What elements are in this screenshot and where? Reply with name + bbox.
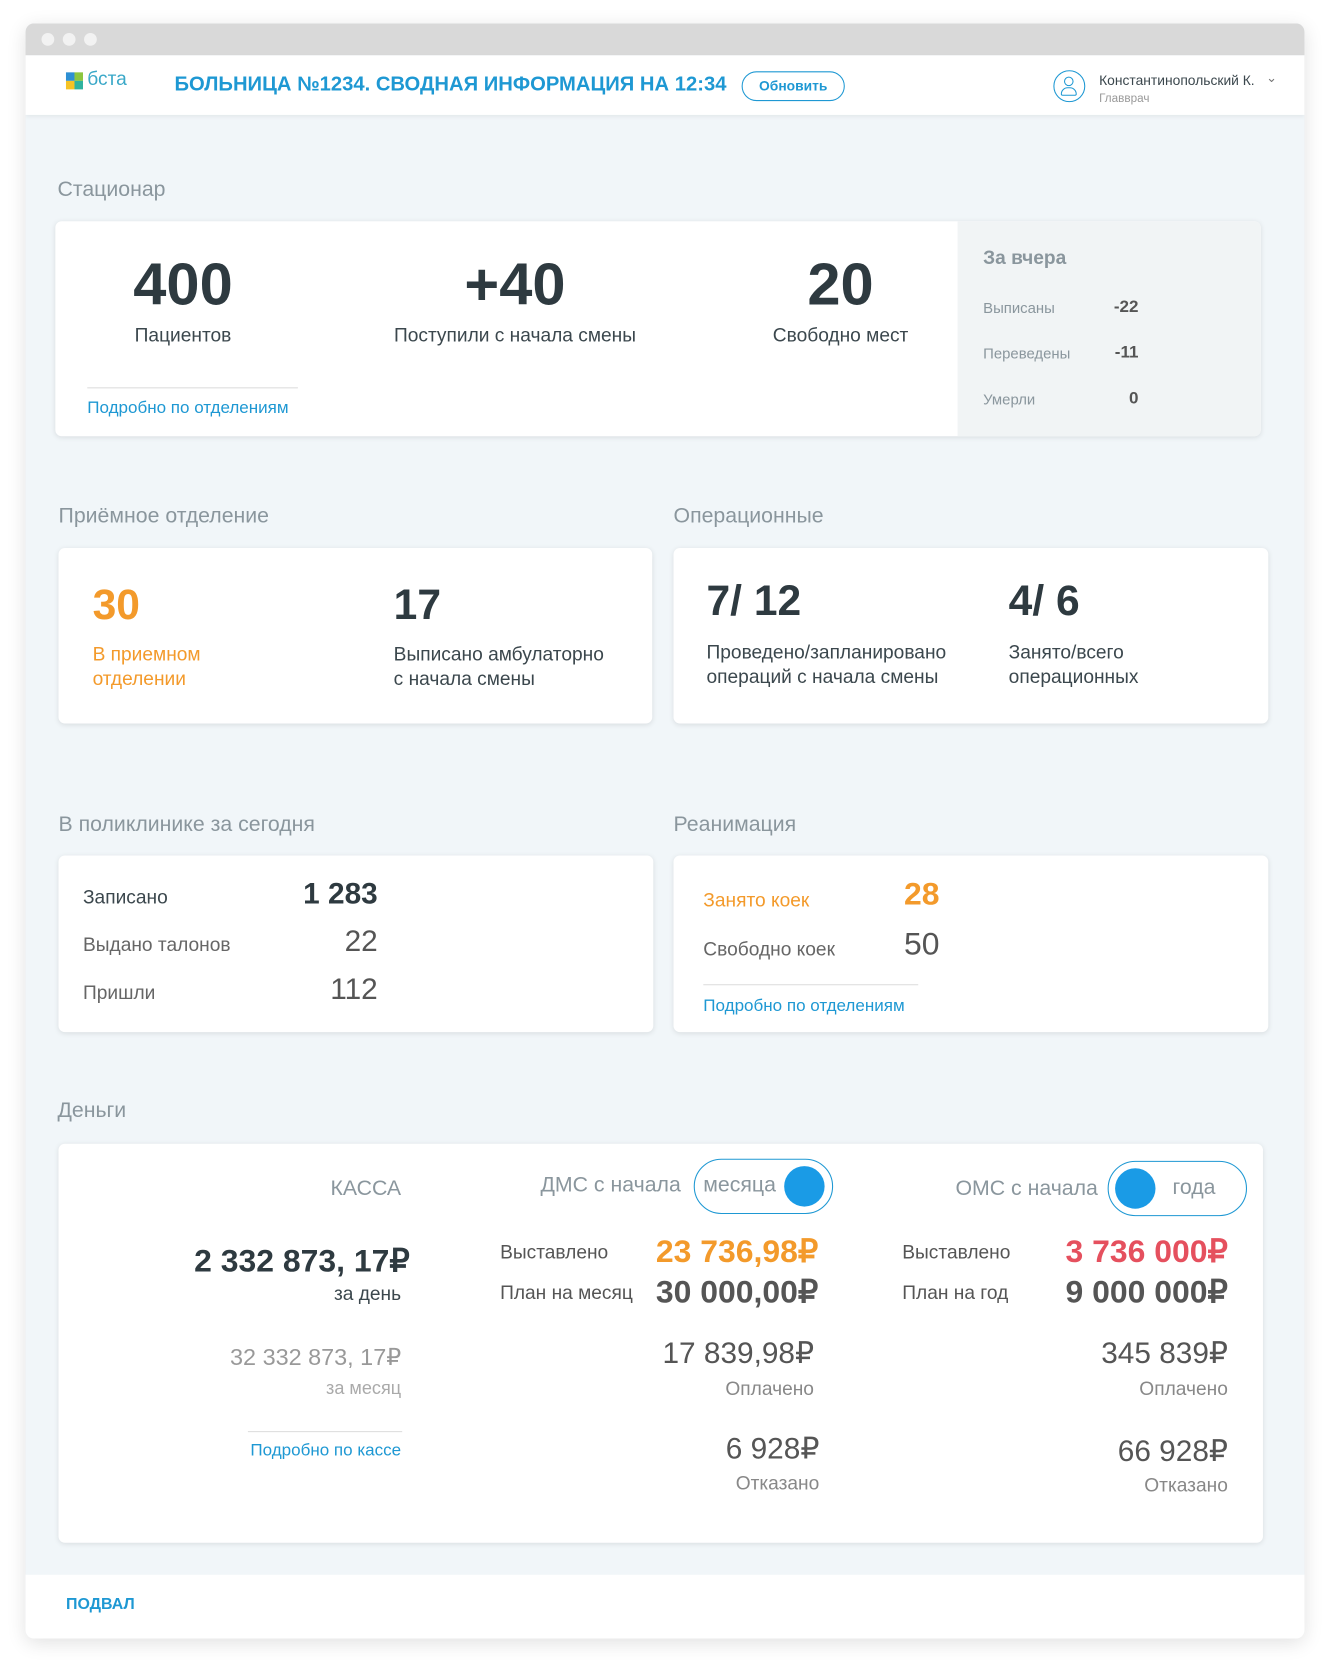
operating-card: 7/ 12 Проведено/запланировано операций с…: [673, 547, 1269, 724]
clinic-label: Выдано талонов: [82, 934, 231, 956]
window-dot[interactable]: [41, 32, 55, 46]
reception-card: 30 В приемном отделении 17 Выписано амбу…: [58, 547, 653, 724]
dms-billed-label: Выставлено: [500, 1241, 609, 1263]
kassa-title: КАССА: [330, 1176, 402, 1201]
clinic-label: Пришли: [82, 982, 156, 1004]
rooms-count: 4/ 6: [1008, 577, 1080, 625]
oms-billed-value: 3 736 000₽: [1065, 1234, 1228, 1270]
user-name[interactable]: Константинопольский К.: [1099, 72, 1255, 89]
divider: [87, 387, 298, 389]
window-titlebar: [25, 23, 1305, 56]
window-dot[interactable]: [62, 32, 76, 46]
kassa-month-label: за месяц: [326, 1377, 402, 1399]
toggle-label: месяца: [703, 1173, 776, 1197]
kassa-details-link[interactable]: Подробно по кассе: [250, 1441, 402, 1460]
refresh-button[interactable]: Обновить: [741, 71, 845, 102]
arrived-count: +40: [464, 250, 566, 318]
chevron-down-icon[interactable]: ⌄: [1266, 70, 1277, 86]
free-count: 20: [807, 250, 874, 318]
page-title: БОЛЬНИЦА №1234. СВОДНАЯ ИНФОРМАЦИЯ НА 12…: [174, 73, 727, 96]
toggle-knob[interactable]: [784, 1166, 825, 1207]
icu-card: Занято коек 28 Свободно коек 50 Подробно…: [673, 855, 1269, 1033]
section-title: В поликлинике за сегодня: [58, 812, 315, 837]
dms-plan-label: План на месяц: [500, 1282, 633, 1304]
user-avatar-icon[interactable]: [1053, 70, 1086, 103]
dms-refused-label: Отказано: [735, 1472, 820, 1494]
divider: [703, 984, 919, 986]
dms-refused-value: 6 928₽: [725, 1432, 820, 1466]
kassa-day-label: за день: [333, 1283, 402, 1305]
oms-plan-value: 9 000 000₽: [1065, 1274, 1228, 1310]
in-dept-label: В приемном: [92, 643, 201, 665]
details-link[interactable]: Подробно по отделениям: [87, 399, 289, 418]
yesterday-value: -22: [1113, 297, 1139, 317]
kassa-month-value: 32 332 873, 17₽: [230, 1343, 402, 1371]
yesterday-value: 0: [1129, 389, 1139, 408]
clinic-value: 112: [330, 972, 378, 1006]
logo: бста: [60, 68, 149, 100]
dms-paid-value: 17 839,98₽: [662, 1336, 814, 1370]
discharged-count: 17: [393, 582, 442, 629]
oms-period-toggle[interactable]: года: [1107, 1160, 1248, 1217]
free-label: Свободно мест: [772, 324, 909, 346]
money-card: КАССА 2 332 873, 17₽ за день 32 332 873,…: [58, 1143, 1263, 1543]
discharged-label: Выписано амбулаторно: [393, 643, 604, 665]
ops-label: операций с начала смены: [706, 666, 939, 688]
patients-label: Пациентов: [134, 324, 232, 346]
yesterday-label: Выписаны: [983, 298, 1055, 317]
arrived-label: Поступили с начала смены: [393, 324, 636, 346]
oms-billed-label: Выставлено: [902, 1241, 1011, 1263]
yesterday-value: -11: [1114, 343, 1139, 362]
divider: [247, 1431, 403, 1433]
dms-paid-label: Оплачено: [725, 1377, 814, 1400]
icu-free-label: Свободно коек: [703, 938, 835, 960]
rooms-label: операционных: [1008, 666, 1139, 688]
clinic-value: 22: [344, 924, 378, 958]
patients-count: 400: [133, 250, 233, 318]
ops-label: Проведено/запланировано: [706, 641, 947, 663]
yesterday-title: За вчера: [983, 246, 1067, 269]
yesterday-label: Переведены: [983, 344, 1071, 362]
dms-billed-value: 23 736,98₽: [655, 1234, 819, 1270]
ops-count: 7/ 12: [706, 577, 802, 625]
dms-title: ДМС с начала: [540, 1173, 681, 1197]
yesterday-label: Умерли: [983, 390, 1036, 408]
app-header: бста БОЛЬНИЦА №1234. СВОДНАЯ ИНФОРМАЦИЯ …: [25, 55, 1305, 115]
section-title: Реанимация: [673, 812, 797, 837]
clinic-label: Записано: [82, 886, 168, 908]
section-title: Операционные: [673, 504, 824, 528]
stationary-card: 400 Пациентов +40 Поступили с начала сме…: [55, 221, 1261, 437]
oms-title: ОМС с начала: [955, 1176, 1098, 1201]
icu-occupied-value: 28: [904, 876, 940, 912]
oms-plan-label: План на год: [902, 1282, 1009, 1304]
footer: ПОДВАЛ: [25, 1574, 1305, 1639]
oms-refused-label: Отказано: [1144, 1474, 1228, 1496]
kassa-day-value: 2 332 873, 17₽: [194, 1243, 410, 1279]
user-role: Главврач: [1099, 92, 1150, 106]
clinic-value: 1 283: [303, 876, 378, 910]
details-link[interactable]: Подробно по отделениям: [703, 996, 905, 1016]
section-title: Стационар: [57, 177, 166, 202]
in-dept-label: отделении: [92, 668, 186, 690]
in-dept-count: 30: [92, 582, 140, 629]
dms-plan-value: 30 000,00₽: [655, 1274, 819, 1310]
oms-paid-label: Оплачено: [1139, 1377, 1228, 1400]
toggle-knob[interactable]: [1115, 1168, 1156, 1209]
dms-period-toggle[interactable]: месяца: [693, 1158, 834, 1215]
section-title: Приёмное отделение: [58, 504, 270, 528]
yesterday-panel: За вчера Выписаны -22 Переведены -11 Уме…: [957, 221, 1261, 437]
icu-occupied-label: Занято коек: [703, 889, 810, 911]
toggle-label: года: [1172, 1175, 1216, 1200]
clinic-card: Записано 1 283 Выдано талонов 22 Пришли …: [58, 855, 654, 1033]
footer-label[interactable]: ПОДВАЛ: [65, 1594, 135, 1614]
oms-refused-value: 66 928₽: [1117, 1434, 1228, 1468]
section-title: Деньги: [57, 1099, 127, 1123]
window-dot[interactable]: [84, 32, 97, 46]
rooms-label: Занято/всего: [1008, 641, 1124, 663]
oms-paid-value: 345 839₽: [1101, 1336, 1228, 1370]
discharged-label: с начала смены: [393, 668, 535, 690]
icu-free-value: 50: [904, 926, 940, 962]
